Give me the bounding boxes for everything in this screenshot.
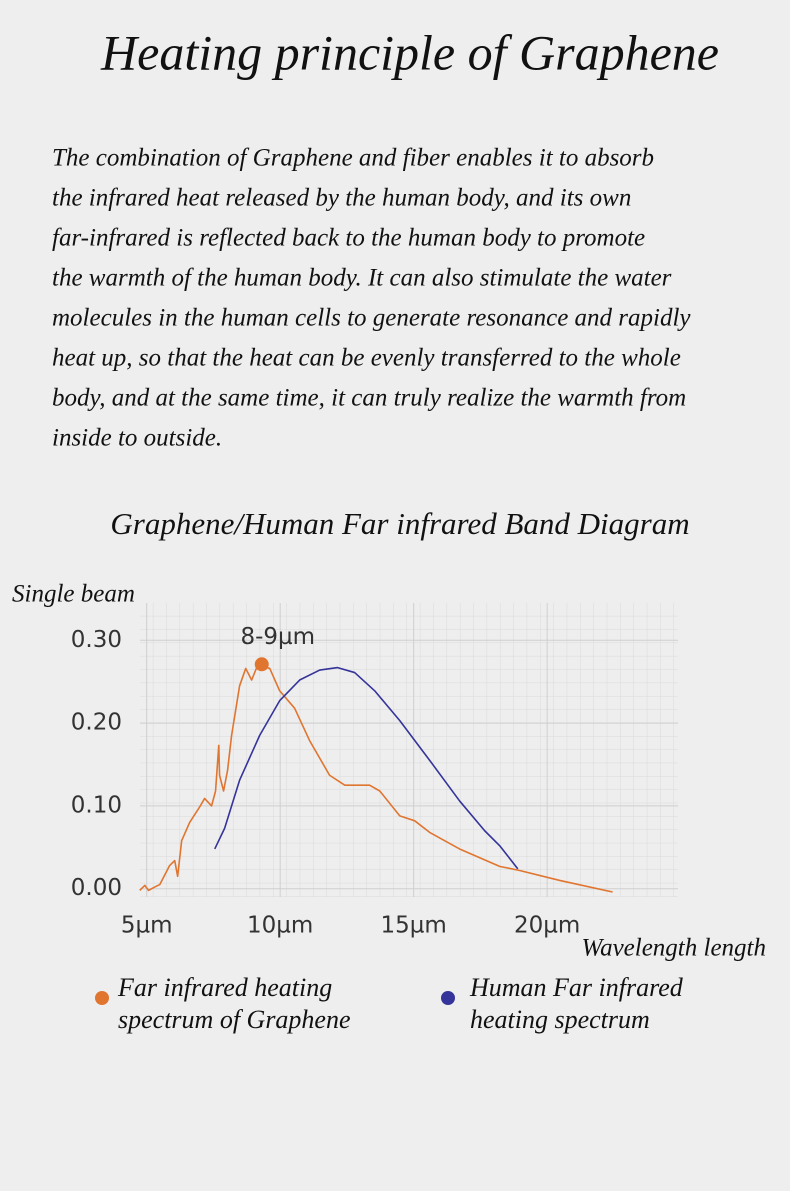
paragraph-line: molecules in the human cells to generate… [52,305,691,332]
legend-marker [441,991,455,1005]
y-tick-label: 0.10 [71,792,122,818]
series-line [139,664,613,893]
paragraph-line: body, and at the same time, it can truly… [52,385,686,412]
page-title: Heating principle of Graphene [100,24,719,80]
legend-label: Far infrared heating spectrum of Graphen… [118,973,351,1034]
paragraph-line: The combination of Graphene and fiber en… [52,145,654,172]
y-axis-label: Single beam [12,581,135,608]
paragraph-line: far-infrared is reflected back to the hu… [52,225,645,252]
paragraph-line: inside to outside. [52,425,222,452]
y-tick-label: 0.30 [71,627,122,653]
paragraph-line: the infrared heat released by the human … [52,185,631,212]
y-tick-label: 0.20 [71,710,122,736]
x-tick-label: 10µm [247,913,313,939]
legend-marker [95,991,109,1005]
chart-title: Graphene/Human Far infrared Band Diagram [110,506,689,541]
annotation-label: 8-9µm [240,624,315,650]
x-tick-label: 5µm [121,913,173,939]
x-tick-label: 20µm [514,913,580,939]
series-line [214,666,519,870]
y-tick-label: 0.00 [71,875,122,901]
x-tick-label: 15µm [381,913,447,939]
x-axis-label: Wavelength length [582,935,766,962]
plot-grid [140,603,678,897]
annotation-dot [254,657,269,672]
paragraph-line: the warmth of the human body. It can als… [52,265,672,292]
paragraph-line: heat up, so that the heat can be evenly … [52,345,681,372]
legend-label: Human Far infrared heating spectrum [470,973,683,1034]
